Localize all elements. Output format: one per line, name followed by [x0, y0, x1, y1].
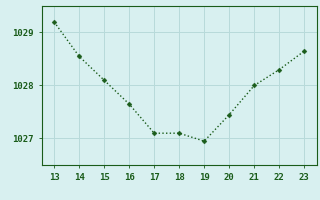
- Text: Graphe pression niveau de la mer (hPa): Graphe pression niveau de la mer (hPa): [48, 181, 272, 191]
